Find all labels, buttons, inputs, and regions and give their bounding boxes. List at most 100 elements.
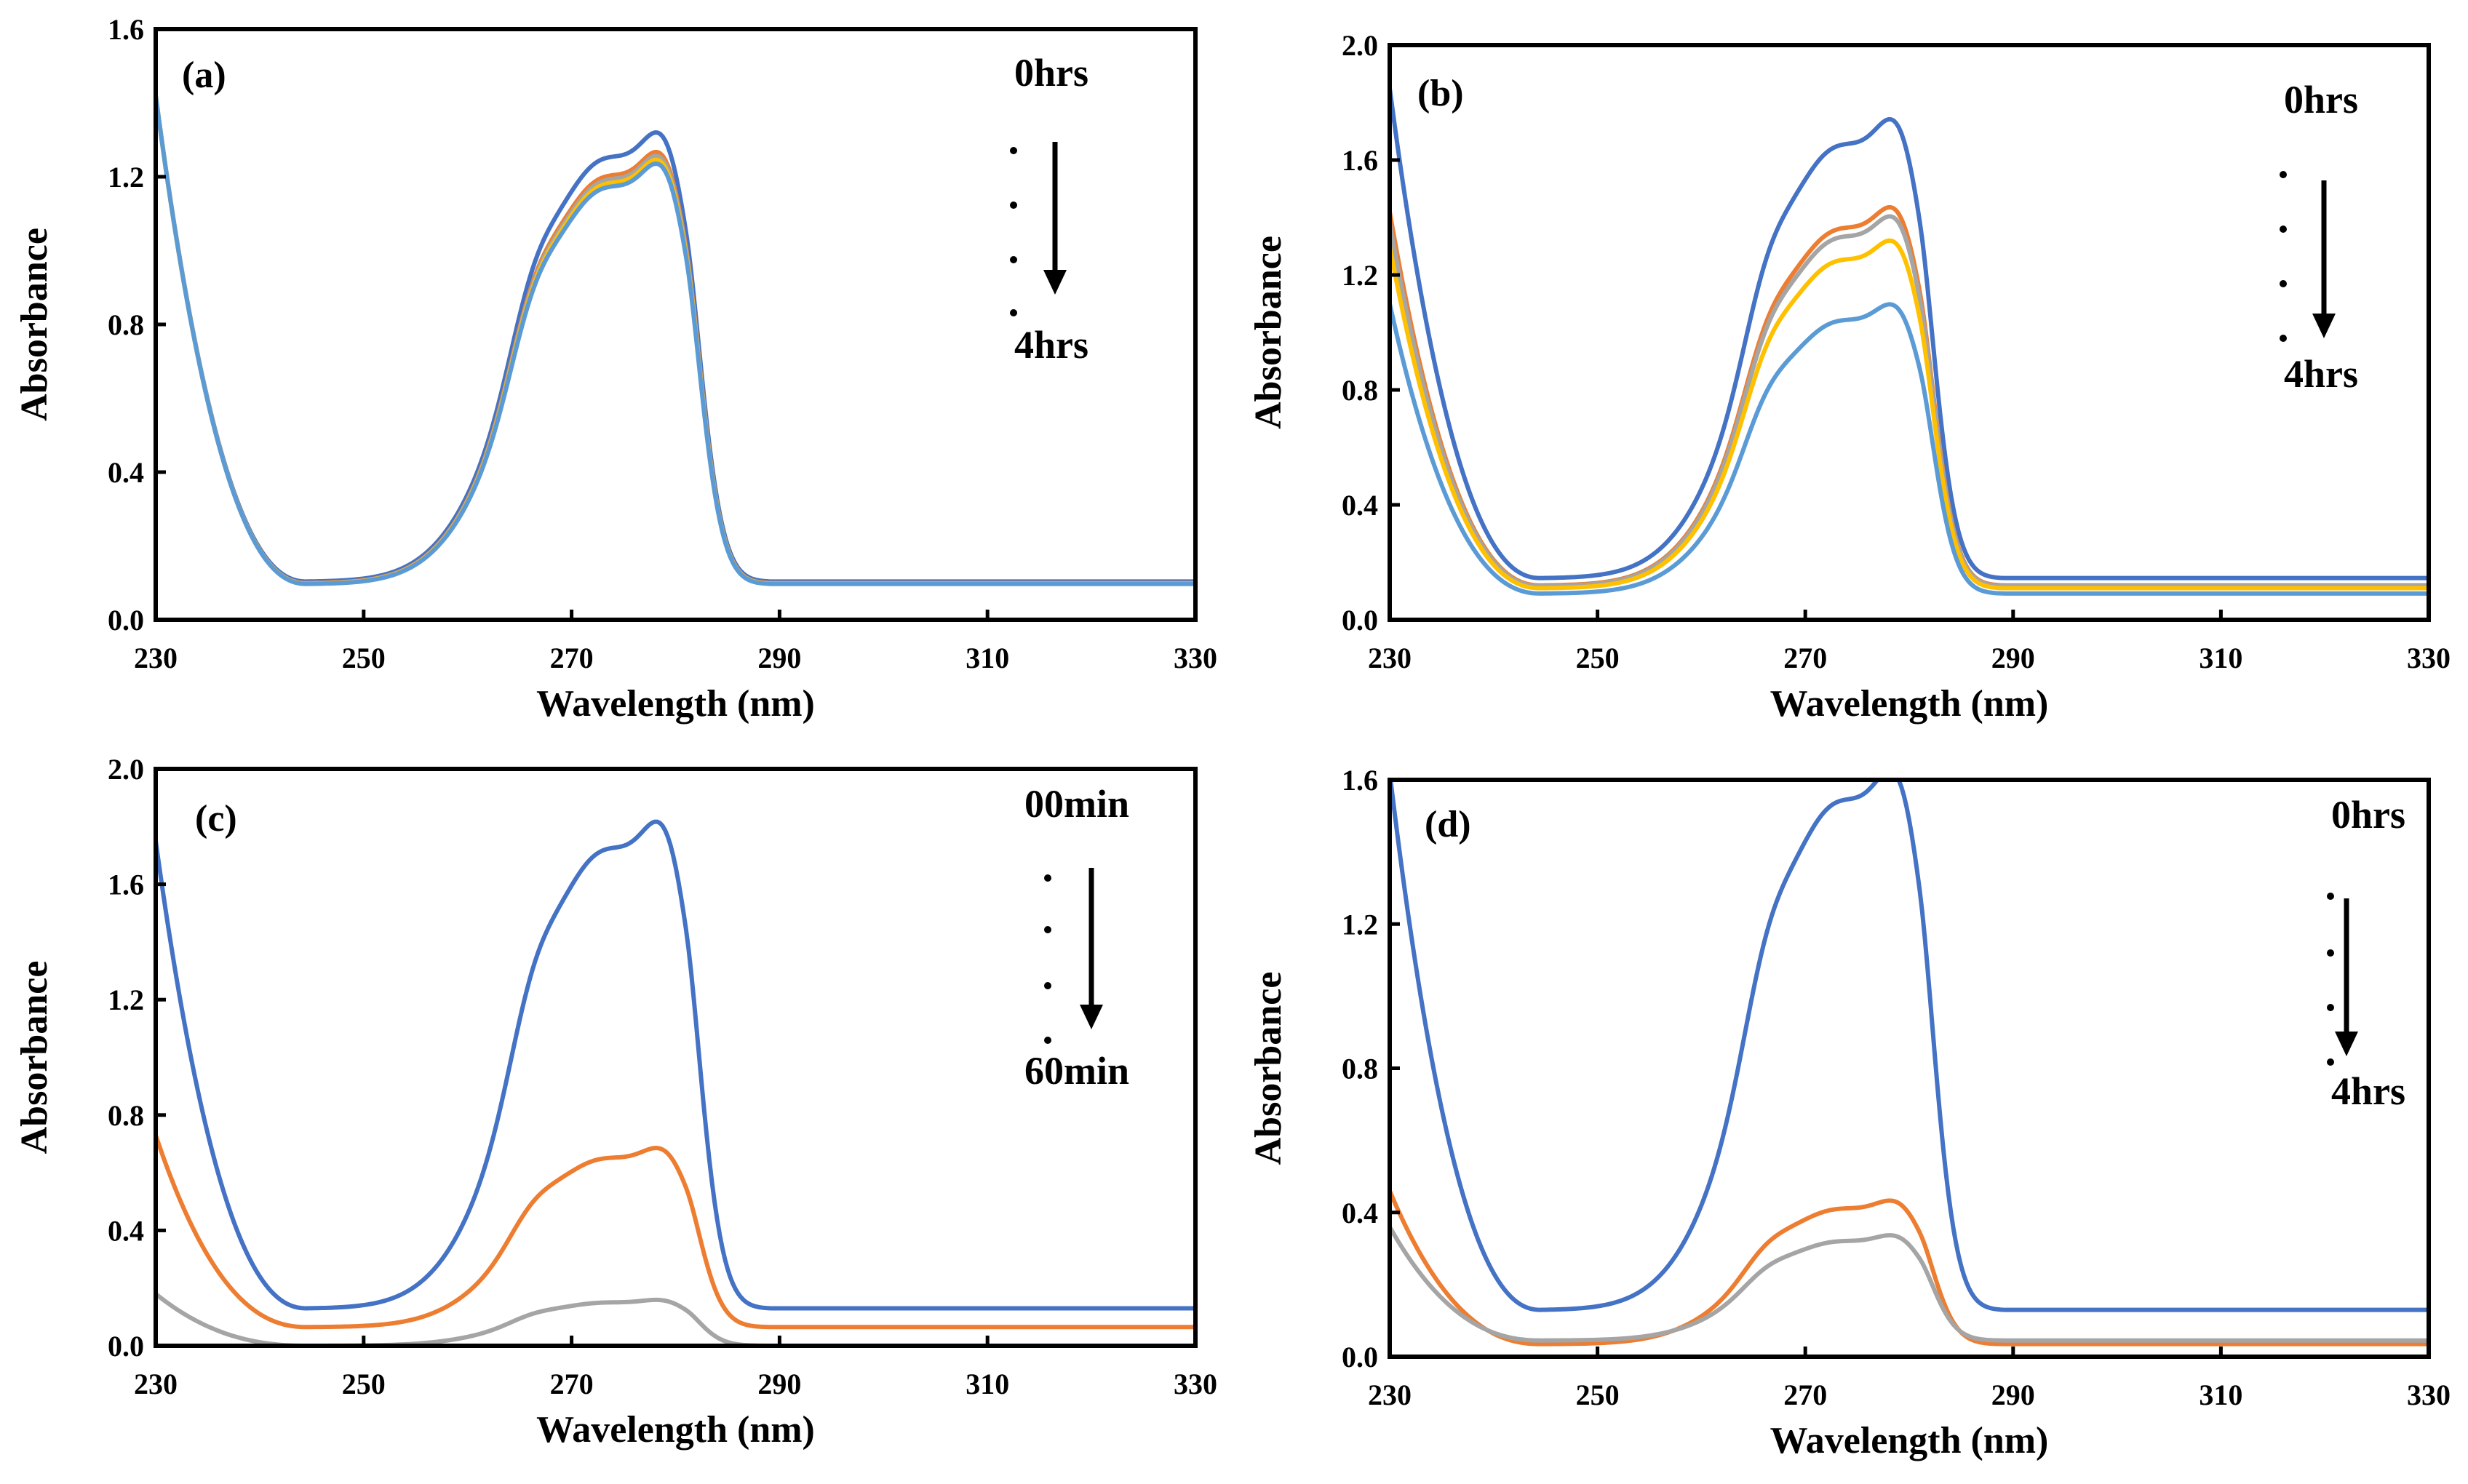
annotation-dot	[2280, 280, 2287, 287]
y-tick-label: 0.4	[108, 1214, 144, 1247]
annotation-start-label: 0hrs	[2331, 793, 2405, 837]
x-tick-label: 330	[2407, 1379, 2451, 1411]
x-tick-label: 230	[134, 642, 178, 674]
chart-panel-d: 0.0 0.4 0.8 1.2 1.6 230 250 270 290 310 330 Wavelen…	[1248, 764, 2451, 1461]
series-line-60min	[156, 1292, 1195, 1346]
x-tick-label: 250	[1576, 1379, 1620, 1411]
annotation-start-label: 0hrs	[1014, 51, 1088, 95]
annotation-end-label: 4hrs	[2331, 1069, 2405, 1113]
x-axis-title: Wavelength (nm)	[1770, 1420, 2049, 1461]
x-tick-label: 250	[342, 642, 386, 674]
series-line-2hrs	[1390, 1189, 2429, 1347]
x-tick-label: 270	[550, 1368, 594, 1400]
annotation-end-label: 4hrs	[2284, 352, 2358, 396]
annotation-dot	[2327, 949, 2334, 957]
y-tick-label: 0.8	[1342, 1053, 1378, 1085]
y-tick-label: 1.6	[1342, 764, 1378, 797]
x-tick-label: 290	[757, 642, 801, 674]
y-tick-label: 0.0	[1342, 604, 1378, 637]
x-tick-label: 250	[342, 1368, 386, 1400]
series-line-0hrs	[1390, 87, 2429, 581]
series-line-30min	[156, 1134, 1195, 1330]
annotation-dot	[2280, 226, 2287, 233]
y-tick-label: 0.4	[1342, 1197, 1378, 1229]
annotation-dot	[2280, 171, 2287, 178]
annotation-start-label: 0hrs	[2284, 78, 2358, 121]
annotation-dot	[1044, 926, 1051, 933]
down-arrow-icon	[2335, 1032, 2358, 1056]
panel-label: (b)	[1417, 73, 1464, 114]
y-tick-label: 0.0	[108, 604, 144, 637]
x-tick-label: 310	[2199, 1379, 2242, 1411]
y-tick-label: 0.8	[1342, 374, 1378, 407]
x-tick-label: 230	[1368, 642, 1412, 674]
x-tick-label: 310	[2199, 642, 2242, 674]
y-tick-label: 0.4	[108, 456, 144, 489]
annotation-dot	[2327, 893, 2334, 900]
panel-label: (d)	[1425, 804, 1471, 845]
series-line-1hr	[1390, 204, 2429, 588]
series-line-4hrs	[156, 95, 1195, 586]
y-tick-label: 1.2	[1342, 259, 1378, 292]
y-tick-label: 0.4	[1342, 489, 1378, 522]
down-arrow-icon	[1043, 270, 1067, 295]
y-tick-label: 1.6	[1342, 144, 1378, 177]
x-tick-label: 290	[757, 1368, 801, 1400]
panel-label: (c)	[195, 798, 237, 839]
chart-panel-a: 0.0 0.4 0.8 1.2 1.6 230 250 270 290 310 330 Wavelen…	[14, 13, 1217, 725]
x-tick-label: 310	[966, 1368, 1009, 1400]
annotation-start-label: 00min	[1024, 782, 1129, 826]
series-line-00min	[156, 819, 1195, 1311]
series-line-3hrs	[1390, 238, 2429, 591]
y-tick-label: 1.6	[108, 869, 144, 901]
chart-panel-c: 0.0 0.4 0.8 1.2 1.6 2.0 230 250 270 290 310 330 Wave…	[14, 753, 1217, 1451]
x-axis-title: Wavelength (nm)	[1770, 683, 2049, 725]
annotation-dot	[2280, 335, 2287, 342]
plot-frame	[154, 767, 1198, 1348]
x-axis-title: Wavelength (nm)	[536, 1409, 815, 1451]
y-tick-label: 1.2	[108, 161, 144, 194]
x-tick-label: 290	[1991, 1379, 2035, 1411]
y-tick-label: 2.0	[1342, 29, 1378, 62]
y-axis-title: Absorbance	[14, 961, 55, 1154]
x-tick-label: 270	[1783, 642, 1827, 674]
series-group	[156, 95, 1195, 586]
annotation-dot	[1010, 202, 1017, 209]
annotation-dot	[1010, 147, 1017, 154]
x-tick-label: 310	[966, 642, 1009, 674]
y-tick-label: 0.8	[108, 308, 144, 341]
down-arrow-icon	[1080, 1005, 1103, 1029]
series-group	[1390, 780, 2429, 1347]
y-tick-label: 2.0	[108, 753, 144, 786]
y-tick-label: 0.0	[1342, 1341, 1378, 1373]
x-axis-title: Wavelength (nm)	[536, 683, 815, 725]
series-line-4hrs	[1390, 302, 2429, 596]
y-tick-label: 1.2	[1342, 908, 1378, 941]
annotation-dot	[1010, 256, 1017, 263]
chart-panel-b: 0.0 0.4 0.8 1.2 1.6 2.0 230 250 270 290 310 330 Wave…	[1248, 29, 2451, 725]
x-tick-label: 330	[1174, 1368, 1217, 1400]
y-axis-title: Absorbance	[1248, 236, 1289, 429]
annotation-dot	[1044, 874, 1051, 882]
down-arrow-icon	[2312, 314, 2336, 338]
annotation-dot	[1044, 1037, 1051, 1044]
y-axis-title: Absorbance	[1248, 972, 1289, 1165]
y-tick-label: 0.0	[108, 1330, 144, 1363]
series-line-0hrs	[1390, 780, 2429, 1312]
series-group	[1390, 87, 2429, 596]
y-axis-title: Absorbance	[14, 228, 55, 421]
y-tick-label: 1.2	[108, 984, 144, 1016]
annotation-dot	[2327, 1058, 2334, 1066]
series-line-4hrs	[1390, 1226, 2429, 1343]
annotation-end-label: 60min	[1024, 1049, 1129, 1093]
plot-frame	[1388, 778, 2431, 1359]
plot-frame	[1388, 43, 2431, 622]
x-tick-label: 330	[1174, 642, 1217, 674]
y-tick-label: 0.8	[108, 1099, 144, 1132]
panel-label: (a)	[182, 55, 226, 96]
x-tick-label: 230	[1368, 1379, 1412, 1411]
x-tick-label: 270	[550, 642, 594, 674]
x-tick-label: 230	[134, 1368, 178, 1400]
x-tick-label: 250	[1576, 642, 1620, 674]
